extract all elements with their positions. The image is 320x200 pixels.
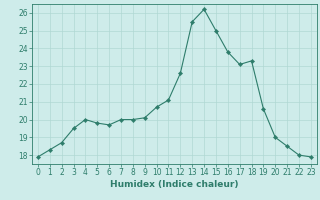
X-axis label: Humidex (Indice chaleur): Humidex (Indice chaleur) <box>110 180 239 189</box>
